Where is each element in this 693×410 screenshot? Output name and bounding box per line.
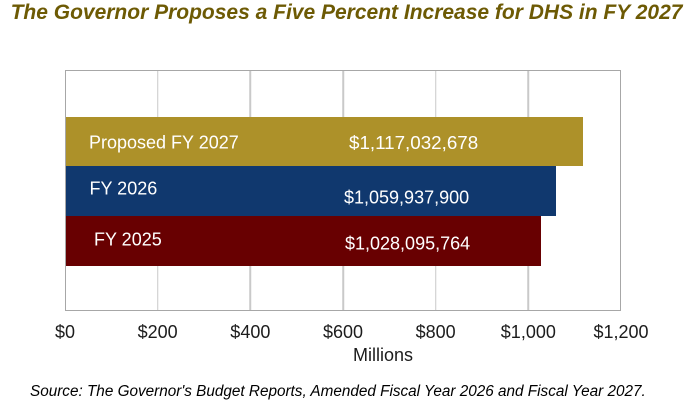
bar-category-label: Proposed FY 2027	[89, 132, 239, 153]
bar-fy-2025: FY 2025 $1,028,095,764	[65, 216, 542, 266]
chart-title: The Governor Proposes a Five Percent Inc…	[10, 0, 683, 24]
plot-area: Proposed FY 2027 $1,117,032,678 FY 2026 …	[65, 70, 621, 311]
bar-value-label: $1,117,032,678	[349, 131, 479, 153]
x-tick-label: $1,200	[593, 321, 649, 342]
x-axis-title: Millions	[352, 344, 414, 365]
x-tick-label: $0	[54, 321, 76, 342]
x-tick-label: $200	[137, 321, 178, 342]
bar-fy-2026: FY 2026 $1,059,937,900	[65, 166, 557, 217]
x-axis: $0 $200 $400 $600 $800 $1,000 $1,200	[55, 321, 649, 342]
source-note: Source: The Governor's Budget Reports, A…	[30, 383, 646, 400]
bar-category-label: FY 2025	[94, 229, 162, 250]
bar-proposed-fy-2027: Proposed FY 2027 $1,117,032,678	[65, 116, 583, 167]
bar-category-label: FY 2026	[89, 178, 158, 199]
x-tick-label: $800	[415, 321, 456, 342]
x-tick-label: $1,000	[500, 321, 556, 342]
bar-value-label: $1,028,095,764	[345, 233, 471, 254]
bar-value-label: $1,059,937,900	[344, 187, 470, 208]
x-tick-label: $600	[322, 321, 364, 342]
x-tick-label: $400	[230, 321, 271, 342]
